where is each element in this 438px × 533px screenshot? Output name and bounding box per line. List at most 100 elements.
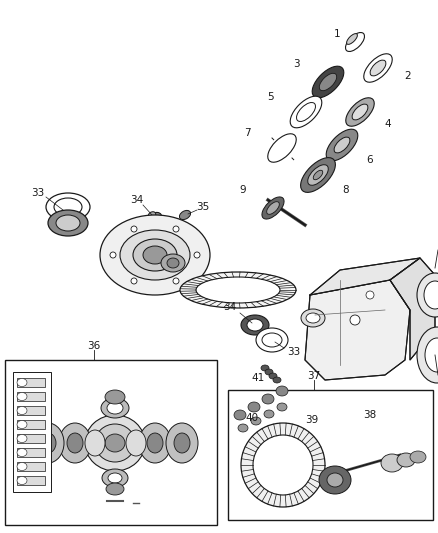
Ellipse shape (255, 396, 265, 404)
Ellipse shape (264, 410, 274, 418)
Ellipse shape (308, 165, 328, 185)
Text: 33: 33 (32, 188, 45, 198)
Text: 1: 1 (334, 29, 340, 39)
Ellipse shape (148, 212, 156, 219)
Text: 34: 34 (131, 195, 144, 205)
Polygon shape (390, 258, 435, 360)
Circle shape (194, 252, 200, 258)
Ellipse shape (425, 338, 438, 372)
Ellipse shape (269, 373, 277, 379)
Ellipse shape (17, 421, 27, 429)
Ellipse shape (256, 328, 288, 352)
Text: 36: 36 (88, 341, 101, 351)
Ellipse shape (167, 258, 179, 268)
Bar (17, 420, 45, 429)
Ellipse shape (17, 448, 27, 456)
Ellipse shape (381, 454, 403, 472)
Polygon shape (305, 280, 410, 380)
Bar (5, 360, 217, 525)
Ellipse shape (100, 215, 210, 295)
Ellipse shape (161, 254, 185, 272)
Ellipse shape (327, 473, 343, 487)
Ellipse shape (361, 397, 369, 403)
Ellipse shape (241, 315, 269, 335)
Ellipse shape (300, 158, 336, 192)
Ellipse shape (251, 417, 261, 425)
Ellipse shape (105, 434, 125, 452)
Ellipse shape (262, 197, 284, 219)
Ellipse shape (397, 453, 415, 467)
Ellipse shape (263, 402, 273, 410)
Circle shape (131, 278, 137, 284)
Circle shape (131, 226, 137, 232)
Ellipse shape (17, 378, 27, 386)
Ellipse shape (267, 201, 279, 214)
Ellipse shape (268, 134, 296, 162)
Ellipse shape (105, 390, 125, 404)
Text: 41: 41 (251, 373, 265, 383)
Text: 8: 8 (343, 185, 350, 195)
Ellipse shape (85, 415, 145, 471)
Ellipse shape (290, 96, 322, 128)
Ellipse shape (148, 213, 162, 223)
Ellipse shape (276, 386, 288, 396)
Ellipse shape (312, 66, 344, 98)
Ellipse shape (364, 54, 392, 82)
Ellipse shape (320, 402, 330, 410)
Ellipse shape (334, 137, 350, 153)
Bar (17, 392, 45, 401)
Circle shape (173, 278, 179, 284)
Text: 9: 9 (240, 185, 246, 195)
Circle shape (350, 315, 360, 325)
Text: 40: 40 (245, 413, 258, 423)
Ellipse shape (271, 408, 281, 416)
Ellipse shape (306, 313, 320, 323)
Ellipse shape (17, 477, 27, 484)
Circle shape (110, 252, 116, 258)
Text: 33: 33 (287, 347, 300, 357)
Bar (228, 390, 433, 520)
Ellipse shape (234, 410, 246, 420)
Ellipse shape (196, 277, 280, 303)
Bar (17, 434, 45, 443)
Ellipse shape (309, 397, 321, 407)
Text: 4: 4 (385, 119, 391, 129)
Text: 38: 38 (364, 410, 377, 420)
Bar (17, 448, 45, 457)
Ellipse shape (417, 273, 438, 317)
Bar (17, 476, 45, 485)
Ellipse shape (166, 423, 198, 463)
Bar (17, 378, 45, 387)
Text: 37: 37 (307, 371, 321, 381)
Text: 5: 5 (268, 92, 274, 102)
Ellipse shape (259, 399, 269, 407)
Text: 3: 3 (293, 59, 299, 69)
Ellipse shape (262, 333, 282, 347)
Ellipse shape (313, 170, 323, 180)
Text: 34: 34 (223, 302, 237, 312)
Ellipse shape (297, 102, 315, 122)
Ellipse shape (17, 463, 27, 471)
Ellipse shape (48, 210, 88, 236)
Ellipse shape (180, 272, 296, 308)
Ellipse shape (261, 365, 269, 371)
Ellipse shape (346, 34, 357, 44)
Bar (13, 372, 51, 492)
Ellipse shape (147, 433, 163, 453)
Ellipse shape (267, 405, 277, 413)
Ellipse shape (85, 430, 105, 456)
Bar (17, 406, 45, 415)
Ellipse shape (17, 407, 27, 415)
Text: 7: 7 (244, 128, 250, 138)
Ellipse shape (319, 466, 351, 494)
Ellipse shape (247, 319, 263, 331)
Ellipse shape (46, 193, 90, 221)
Ellipse shape (102, 469, 128, 487)
Ellipse shape (174, 433, 190, 453)
Ellipse shape (262, 394, 274, 404)
Ellipse shape (238, 424, 248, 432)
Ellipse shape (346, 98, 374, 126)
Ellipse shape (417, 327, 438, 383)
Ellipse shape (143, 246, 167, 264)
Ellipse shape (101, 398, 129, 418)
